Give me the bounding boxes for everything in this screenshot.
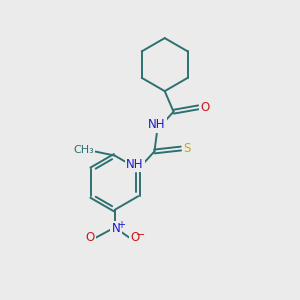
Text: NH: NH (148, 118, 166, 131)
Text: O: O (86, 231, 95, 244)
Text: NH: NH (126, 158, 143, 171)
Text: +: + (117, 220, 125, 230)
Text: O: O (200, 101, 210, 114)
Text: −: − (136, 230, 145, 240)
Text: S: S (183, 142, 190, 155)
Text: O: O (130, 231, 140, 244)
Text: CH₃: CH₃ (73, 145, 94, 155)
Text: N: N (112, 222, 121, 236)
